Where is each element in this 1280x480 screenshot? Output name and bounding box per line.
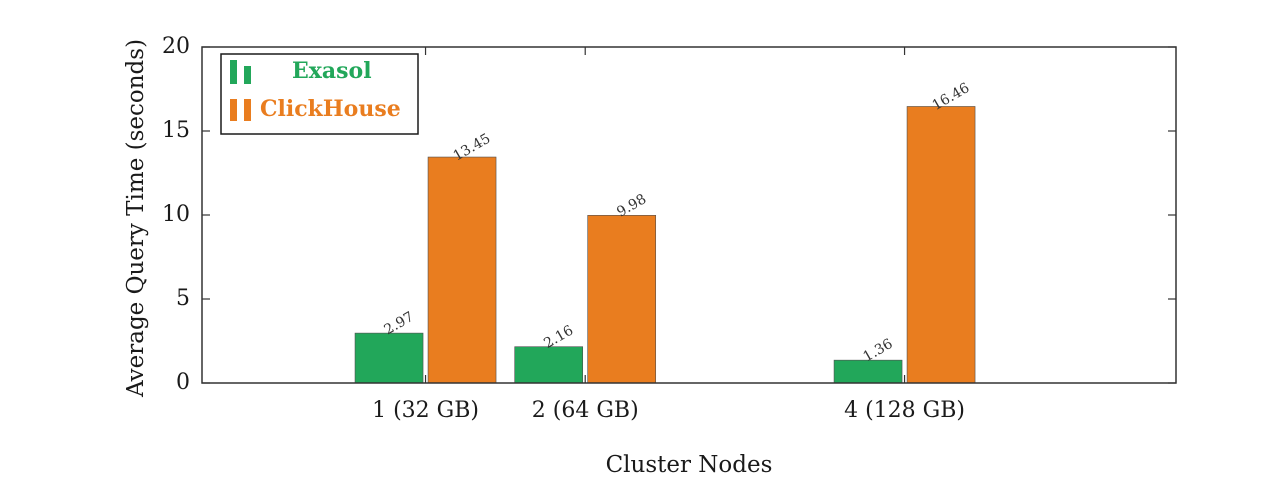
legend: Exasol ClickHouse (220, 53, 419, 135)
y-tick-label: 0 (176, 370, 190, 395)
legend-swatch-clickhouse-a (230, 99, 237, 121)
bar-clickhouse (427, 156, 497, 384)
x-tick-label: 2 (64 GB) (532, 398, 639, 423)
bar-exasol (514, 346, 584, 384)
legend-label-clickhouse: ClickHouse (260, 96, 401, 122)
y-tick-label: 15 (162, 118, 190, 143)
x-axis-title: Cluster Nodes (606, 452, 773, 475)
y-tick-label: 5 (176, 286, 190, 311)
legend-swatch-clickhouse-b (244, 99, 251, 121)
legend-box (220, 53, 419, 135)
y-tick-label: 10 (162, 202, 190, 227)
bar-clickhouse (906, 106, 976, 384)
legend-label-exasol: Exasol (292, 58, 372, 84)
x-tick-label: 1 (32 GB) (372, 398, 479, 423)
x-tick-label: 4 (128 GB) (844, 398, 965, 423)
legend-swatch-exasol-b (244, 66, 251, 84)
y-axis-title: Average Query Time (seconds) (123, 39, 149, 398)
bar-exasol (354, 332, 424, 384)
y-tick-label: 20 (162, 34, 190, 59)
bar-clickhouse (587, 215, 657, 384)
legend-swatch-exasol-a (230, 60, 237, 84)
